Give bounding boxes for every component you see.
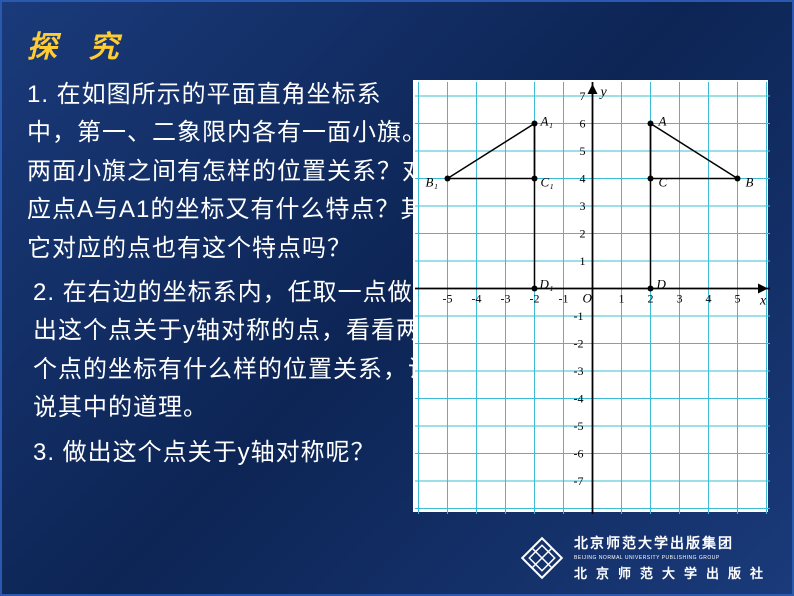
- publisher-footer: 北京师范大学出版集团 BEIJING NORMAL UNIVERSITY PUB…: [520, 533, 772, 582]
- svg-text:B: B: [746, 175, 754, 190]
- svg-text:D: D: [656, 277, 667, 292]
- publisher-logo-icon: [520, 536, 564, 580]
- svg-text:2: 2: [648, 292, 654, 306]
- svg-text:x: x: [759, 294, 767, 309]
- svg-text:O: O: [583, 291, 593, 306]
- svg-text:C₁: C₁: [541, 175, 554, 190]
- svg-text:-6: -6: [574, 447, 584, 461]
- svg-text:-5: -5: [574, 419, 584, 433]
- svg-text:-4: -4: [574, 392, 584, 406]
- svg-text:5: 5: [735, 292, 741, 306]
- publisher-line2: 北京师范大学出版社: [574, 563, 772, 582]
- svg-text:-2: -2: [530, 292, 540, 306]
- svg-text:-7: -7: [574, 474, 584, 488]
- svg-text:A: A: [658, 114, 667, 129]
- svg-text:B₁: B₁: [426, 175, 438, 190]
- svg-text:2: 2: [580, 227, 586, 241]
- svg-text:3: 3: [580, 199, 586, 213]
- svg-text:-1: -1: [574, 309, 584, 323]
- svg-text:1: 1: [619, 292, 625, 306]
- question-1: 1. 在如图所示的平面直角坐标系中，第一、二象限内各有一面小旗。两面小旗之间有怎…: [27, 76, 427, 268]
- svg-text:C: C: [659, 175, 668, 190]
- svg-text:-5: -5: [443, 292, 453, 306]
- graph-svg: -5 -4 -3 -2 -1 1 2 3 4 5 -7 -6 -5 -4 -3 -2 -1 1 2 3 4 5 6 7 Ox y A…: [415, 82, 770, 514]
- svg-text:-1: -1: [559, 292, 569, 306]
- svg-text:1: 1: [580, 254, 586, 268]
- svg-text:-4: -4: [472, 292, 482, 306]
- svg-text:4: 4: [706, 292, 712, 306]
- question-2: 2. 在右边的坐标系内，任取一点做出这个点关于y轴对称的点，看看两个点的坐标有什…: [27, 274, 437, 428]
- page-title: 探 究: [27, 22, 767, 66]
- svg-text:-3: -3: [501, 292, 511, 306]
- svg-text:y: y: [599, 85, 608, 100]
- svg-text:A₁: A₁: [540, 114, 553, 129]
- svg-text:3: 3: [677, 292, 683, 306]
- svg-text:D₁: D₁: [539, 277, 554, 292]
- publisher-line1: 北京师范大学出版集团: [574, 533, 772, 553]
- svg-text:4: 4: [580, 172, 586, 186]
- publisher-text: 北京师范大学出版集团 BEIJING NORMAL UNIVERSITY PUB…: [574, 533, 772, 582]
- coordinate-graph: -5 -4 -3 -2 -1 1 2 3 4 5 -7 -6 -5 -4 -3 -2 -1 1 2 3 4 5 6 7 Ox y A…: [413, 80, 768, 512]
- svg-text:-3: -3: [574, 364, 584, 378]
- svg-text:-2: -2: [574, 337, 584, 351]
- svg-text:6: 6: [580, 117, 586, 131]
- svg-text:7: 7: [580, 89, 586, 103]
- publisher-sub: BEIJING NORMAL UNIVERSITY PUBLISHING GRO…: [574, 555, 772, 561]
- svg-text:5: 5: [580, 144, 586, 158]
